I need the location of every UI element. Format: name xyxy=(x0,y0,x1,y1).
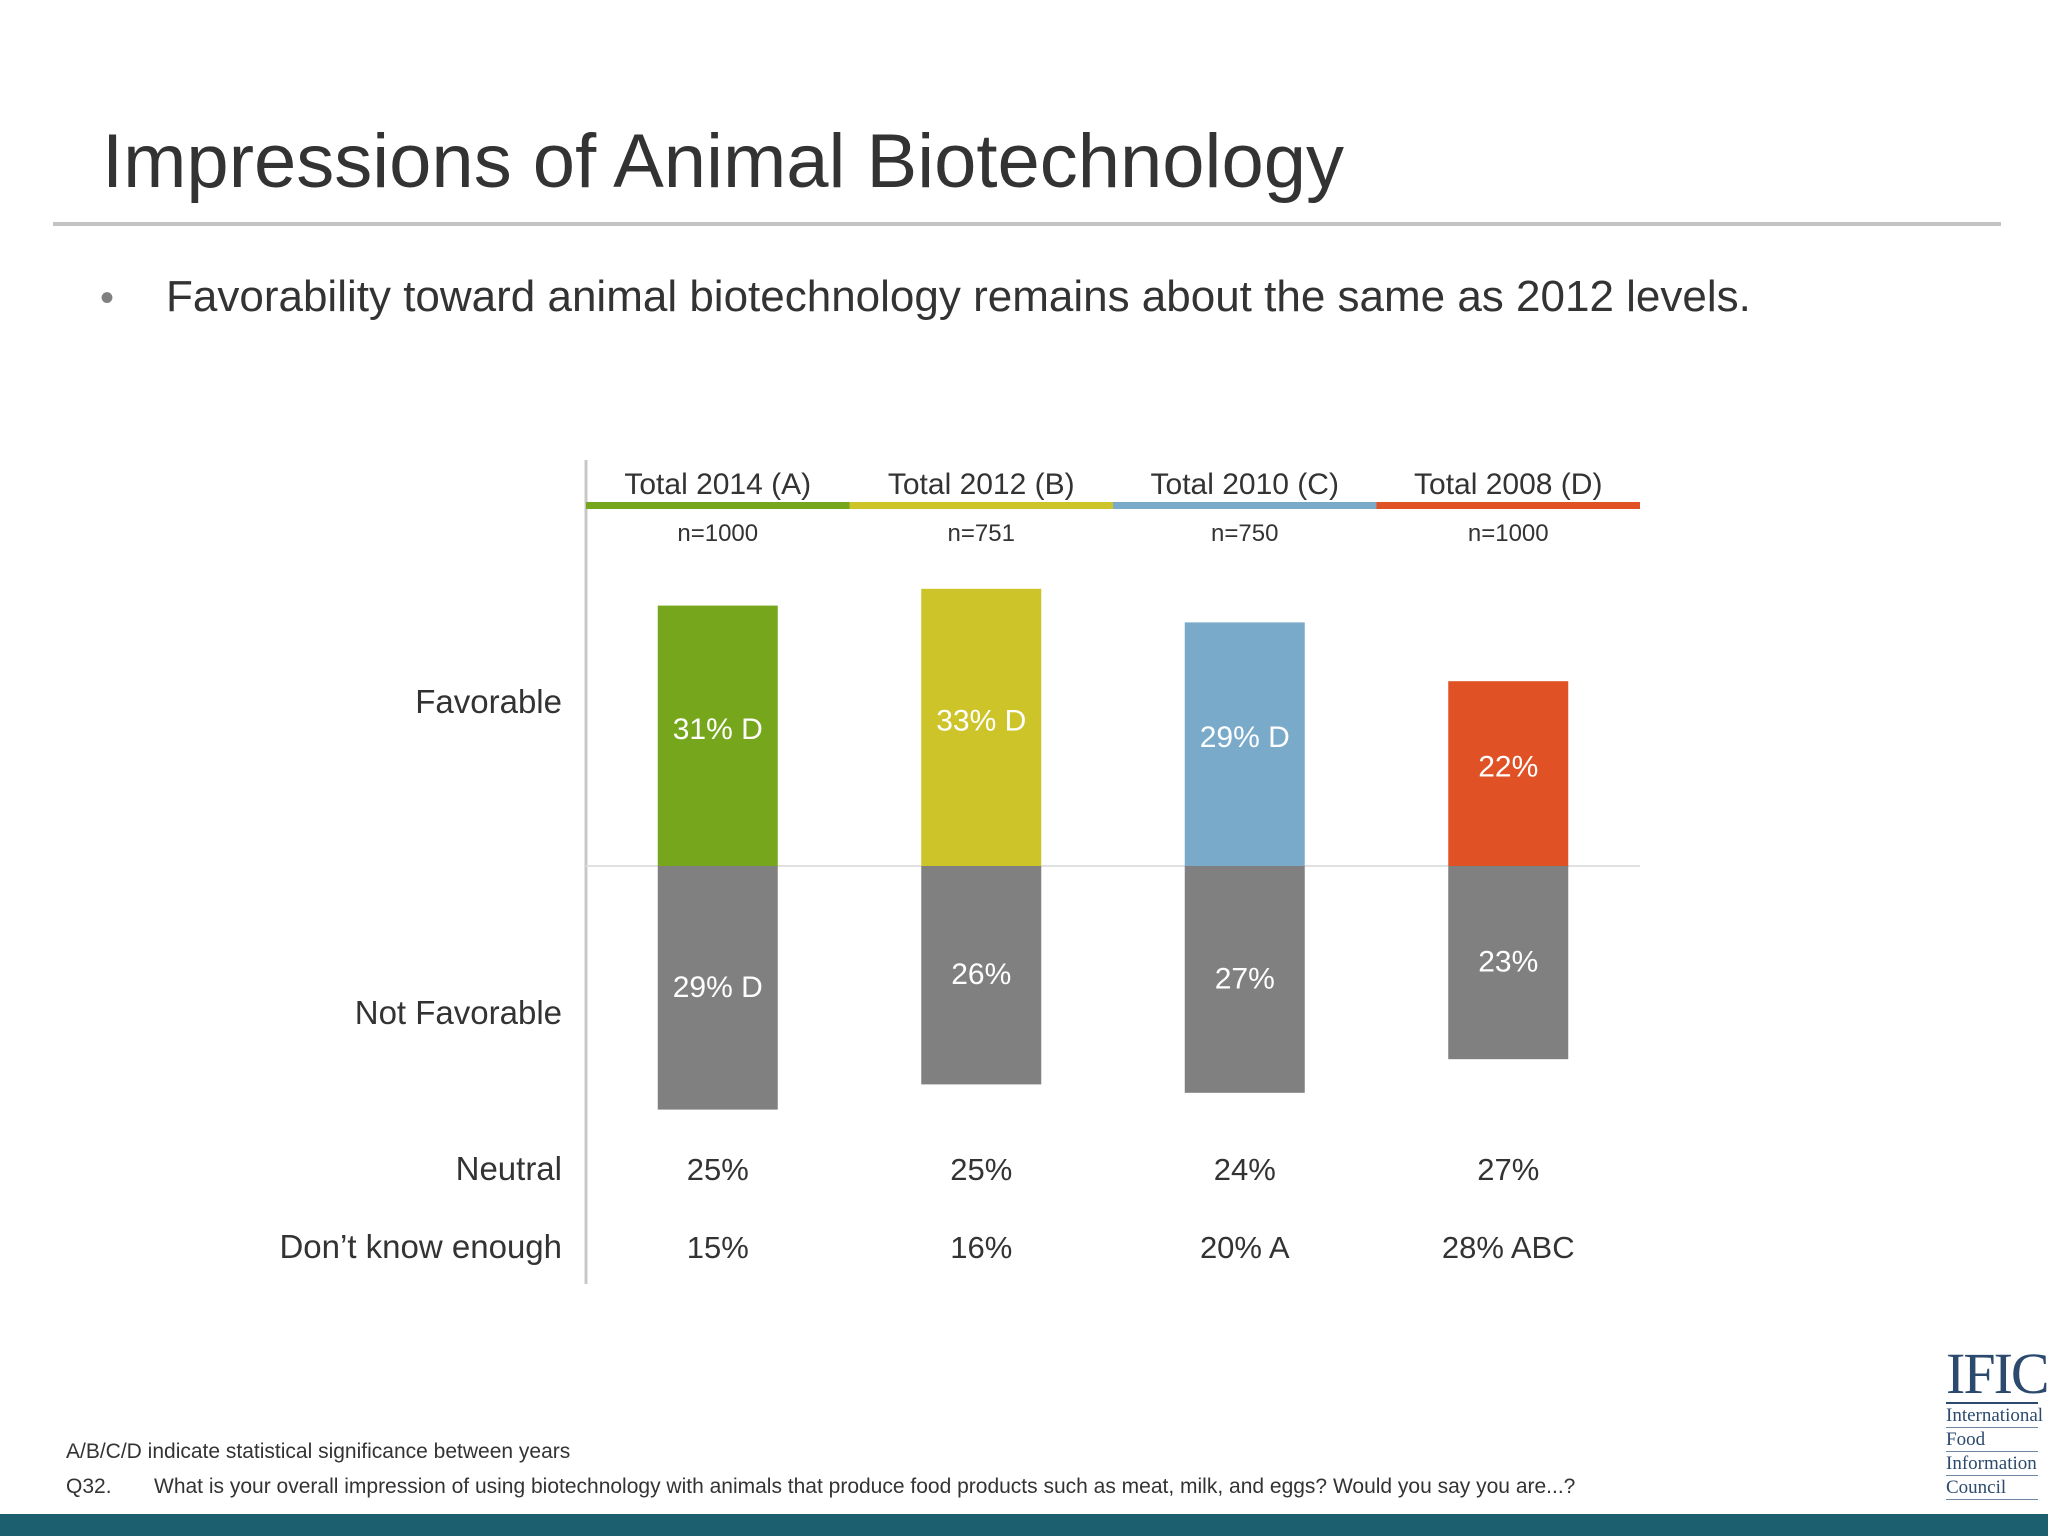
logo-line: Information xyxy=(1946,1453,2038,1476)
column-header: Total 2014 (A) xyxy=(624,468,811,501)
sample-size-label: n=1000 xyxy=(677,520,758,547)
sample-size-label: n=751 xyxy=(948,520,1015,547)
row-label-dont-know: Don’t know enough xyxy=(279,1228,562,1265)
sample-size-label: n=750 xyxy=(1211,520,1278,547)
question-number: Q32. xyxy=(66,1475,112,1498)
dont-know-value: 20% A xyxy=(1200,1230,1290,1265)
column-header: Total 2008 (D) xyxy=(1414,468,1602,501)
neutral-value: 25% xyxy=(950,1152,1012,1187)
row-label-not-favorable: Not Favorable xyxy=(355,994,562,1031)
bullet-text: Favorability toward animal biotechnology… xyxy=(166,272,1751,321)
significance-footnote: A/B/C/D indicate statistical significanc… xyxy=(66,1440,571,1463)
column-header-strip xyxy=(586,502,850,509)
bar-favorable xyxy=(1448,681,1569,866)
bar-label-not-favorable: 26% xyxy=(951,958,1011,991)
bullet-dot-icon: • xyxy=(100,276,115,320)
sample-size-label: n=1000 xyxy=(1468,520,1549,547)
bar-not-favorable xyxy=(1184,866,1305,1093)
ific-logo: IFIC International Food Information Coun… xyxy=(1946,1341,2048,1500)
neutral-value: 24% xyxy=(1214,1152,1276,1187)
column-header-strip xyxy=(1113,502,1377,509)
row-label-favorable: Favorable xyxy=(415,683,562,720)
logo-line: Council xyxy=(1946,1476,2038,1500)
bar-label-favorable: 29% D xyxy=(1200,721,1290,754)
neutral-value: 27% xyxy=(1477,1152,1539,1187)
column-header: Total 2012 (B) xyxy=(888,468,1075,501)
bar-favorable xyxy=(657,605,778,866)
title-divider xyxy=(53,222,2001,226)
page-title: Impressions of Animal Biotechnology xyxy=(102,119,1344,204)
bar-favorable xyxy=(921,588,1042,866)
logo-line: Food xyxy=(1946,1428,2038,1452)
bottom-band xyxy=(0,1514,2048,1536)
row-label-neutral: Neutral xyxy=(456,1150,562,1187)
column-header-strip xyxy=(849,502,1113,509)
bar-label-not-favorable: 29% D xyxy=(673,971,763,1004)
neutral-value: 25% xyxy=(687,1152,749,1187)
column-header: Total 2010 (C) xyxy=(1151,468,1339,501)
bar-favorable xyxy=(1184,622,1305,866)
logo-abbr: IFIC xyxy=(1946,1341,2048,1406)
dont-know-value: 16% xyxy=(950,1230,1012,1265)
question-text: What is your overall impression of using… xyxy=(154,1475,1576,1498)
question-footnote: Q32. What is your overall impression of u… xyxy=(66,1475,1575,1499)
column-header-strip xyxy=(1376,502,1640,509)
bar-label-not-favorable: 27% xyxy=(1215,962,1275,995)
bar-label-favorable: 31% D xyxy=(673,713,763,746)
dont-know-value: 15% xyxy=(687,1230,749,1265)
dont-know-value: 28% ABC xyxy=(1442,1230,1575,1265)
bar-not-favorable xyxy=(921,866,1042,1085)
bar-not-favorable xyxy=(1448,866,1569,1060)
bar-label-favorable: 22% xyxy=(1478,751,1538,784)
logo-line: International xyxy=(1946,1405,2044,1428)
bar-label-not-favorable: 23% xyxy=(1478,946,1538,979)
bar-not-favorable xyxy=(657,866,778,1110)
bar-label-favorable: 33% D xyxy=(936,704,1026,737)
